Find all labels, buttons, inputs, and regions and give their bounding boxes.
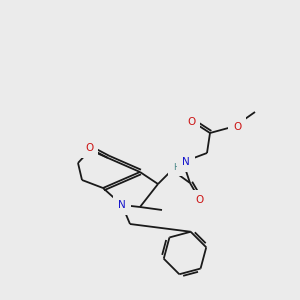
Text: N: N <box>182 157 190 167</box>
Text: O: O <box>196 195 204 205</box>
Text: O: O <box>233 122 241 132</box>
Text: H: H <box>172 163 179 172</box>
Text: O: O <box>187 117 195 127</box>
Text: O: O <box>85 143 93 153</box>
Text: N: N <box>118 200 126 210</box>
